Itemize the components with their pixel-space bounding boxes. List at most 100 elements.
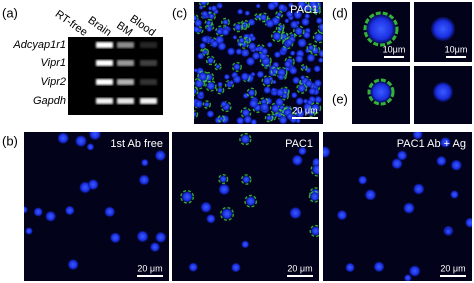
pac1-signal (313, 6, 321, 15)
gene-labels: Adcyap1r1 Vipr1 Vipr2 Gapdh (12, 39, 66, 107)
cell (220, 101, 227, 108)
cell (233, 63, 241, 71)
cell (409, 265, 421, 277)
panel-label: (e) (332, 91, 348, 106)
cell (194, 26, 200, 33)
band (140, 60, 157, 66)
cell (276, 12, 282, 17)
pac1-signal (293, 25, 305, 37)
cell (200, 2, 208, 6)
cell (310, 103, 320, 113)
panel-label: (a) (2, 5, 18, 20)
pac1-signal (239, 19, 250, 30)
scale-bar-label: 20 μm (440, 263, 465, 273)
cell (248, 42, 257, 51)
cell (194, 15, 198, 22)
cell (237, 8, 244, 15)
cell (305, 79, 313, 88)
image-title: PAC1 (290, 4, 318, 16)
cell (86, 143, 95, 151)
cell (286, 113, 294, 120)
cell (304, 5, 310, 11)
cell (242, 23, 247, 28)
pac1-signal (312, 31, 323, 44)
cell (240, 134, 251, 144)
cell (285, 38, 293, 47)
cell (138, 174, 150, 186)
cell (433, 82, 453, 102)
scale-bar (384, 56, 404, 58)
cell (236, 116, 245, 124)
pac1-signal (308, 190, 319, 203)
cell (294, 106, 299, 112)
cell (235, 48, 243, 55)
cell (436, 155, 447, 166)
cell (308, 87, 316, 95)
micrograph (352, 66, 410, 124)
cell (285, 10, 294, 18)
cell (366, 14, 396, 44)
cell (318, 57, 323, 63)
cell (89, 132, 101, 140)
pac1-signal (277, 103, 286, 112)
cell (206, 214, 216, 224)
pac1-signal (296, 82, 308, 94)
cell (310, 192, 319, 202)
cell (198, 91, 205, 97)
pac1-signal (239, 132, 252, 146)
micrograph (24, 132, 169, 281)
pac1-signal (271, 30, 283, 43)
pac1-signal (205, 80, 217, 92)
pac1-signal (242, 75, 250, 83)
pac1-signal (197, 70, 209, 83)
pac1-signal (231, 61, 242, 72)
cell (358, 175, 368, 185)
cell (290, 50, 296, 56)
cell (267, 2, 276, 11)
pac1-signal (264, 113, 274, 123)
cell (194, 111, 197, 118)
pac1-signal (246, 87, 257, 98)
cell (300, 75, 306, 80)
cell (312, 163, 319, 176)
cell (136, 230, 149, 243)
cell (364, 189, 376, 201)
pac1-signal (313, 5, 321, 13)
band (96, 60, 113, 66)
cell (268, 76, 273, 81)
scale-bar (137, 275, 163, 277)
cell (217, 81, 223, 87)
cell (200, 201, 212, 213)
cell (284, 18, 290, 24)
cell (289, 207, 302, 219)
gene-label: Adcyap1r1 (12, 39, 66, 51)
cell (248, 89, 256, 97)
gene-label: Gapdh (33, 95, 66, 107)
panel-label: (b) (2, 133, 18, 148)
gel-bands (96, 42, 157, 104)
pac1-signal (259, 54, 272, 67)
cell (302, 31, 311, 39)
cell (275, 97, 284, 107)
image-title: PAC1 Ab + Ag (397, 138, 466, 150)
micrograph (352, 2, 410, 62)
cell (221, 208, 233, 220)
cell (306, 53, 316, 63)
cell (345, 262, 355, 273)
cell (288, 2, 294, 8)
cell (210, 5, 218, 12)
cell (403, 202, 415, 214)
cell (194, 79, 204, 88)
cell (337, 210, 348, 221)
micrographs: PAC1 20 μm 10μm 10μm 1st Ab free 20 μm PAC1 20 … (24, 2, 472, 281)
cell (290, 20, 299, 29)
scale-bar-label: 20 μm (137, 263, 162, 273)
image-title: PAC1 (285, 138, 313, 150)
cell (314, 96, 322, 104)
cell (278, 3, 286, 12)
cell (67, 259, 79, 270)
cell (249, 99, 259, 109)
cell (413, 183, 425, 195)
cell (204, 101, 210, 108)
